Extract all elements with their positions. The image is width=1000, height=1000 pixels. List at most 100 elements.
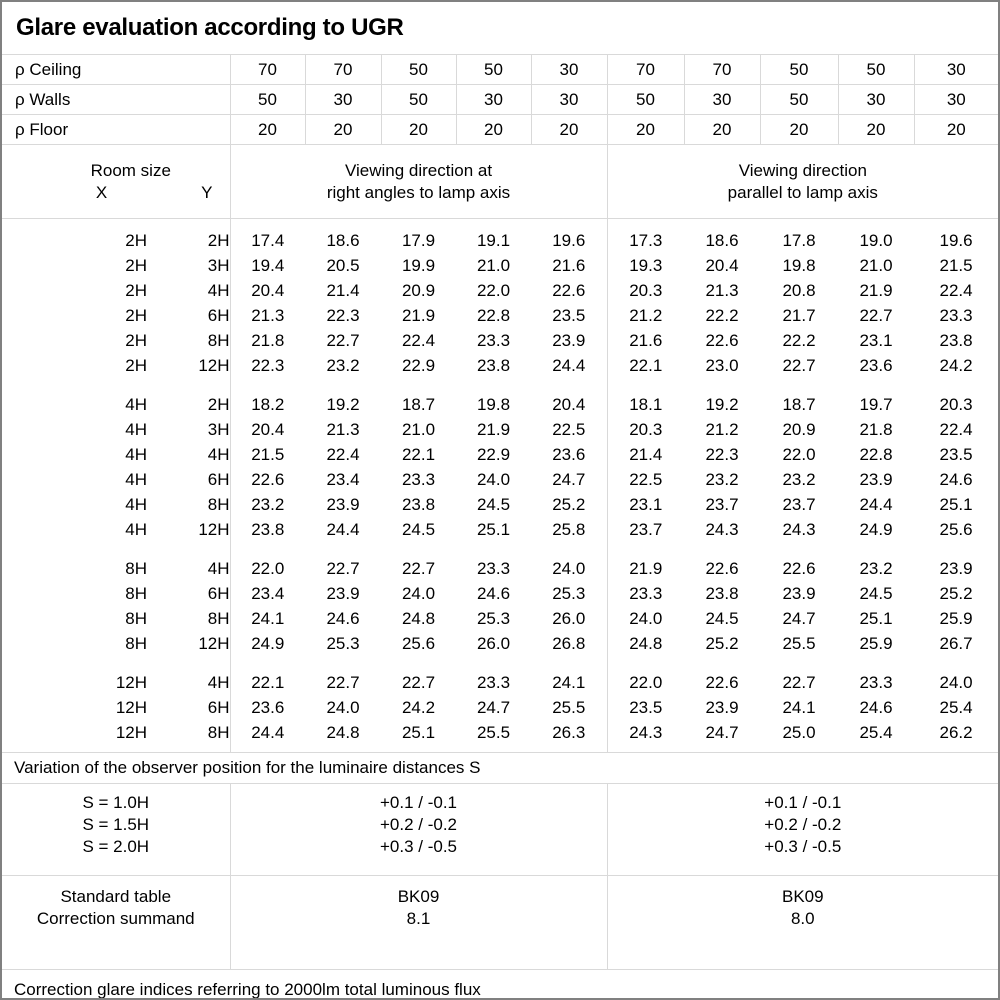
ugr-value-parallel: 22.0 [606,670,684,696]
ugr-value-right-angles: 22.9 [401,356,436,375]
standard-labels-cell: Standard table Correction summand [2,875,230,970]
room-size-y: 8H [147,606,231,632]
ugr-value-parallel: 24.6 [939,470,973,489]
room-size-x: 4H [125,395,147,414]
spacer-cell [531,543,607,557]
room-size-y: 6H [147,581,231,607]
ugr-data-row: 4H 12H 23.8 24.4 24.5 25.1 25.8 23.7 24.3 24.3 24.… [2,517,998,543]
ugr-value-parallel: 21.0 [859,256,893,275]
spacing-correction-value: +0.3 / -0.5 [764,837,842,856]
room-size-x: 4H [125,495,147,514]
column-header-row: Room size X Y Viewing direction at right… [2,144,998,219]
rho-ceiling-value: 50 [837,54,914,85]
room-size-x: 8H [125,584,147,603]
ugr-value-parallel: 21.6 [606,328,684,354]
ugr-value-parallel: 24.3 [606,720,684,746]
ugr-value-right-angles: 24.6 [476,584,511,603]
ugr-value-right-angles: 24.8 [401,609,436,628]
spacer-cell [230,379,305,393]
ugr-value-right-angles: 23.3 [476,559,511,578]
room-size-y: 8H [147,328,231,354]
ugr-value-right-angles: 22.7 [326,331,360,350]
ugr-value-right-angles: 22.7 [326,559,360,578]
ugr-value-parallel: 25.5 [782,634,816,653]
rho-floor-value: 20 [683,114,760,145]
room-size-x: 2H [125,331,147,350]
spacer-cell [230,219,305,229]
correction-summand-value: 8.0 [790,909,815,928]
ugr-value-right-angles: 26.0 [476,634,511,653]
spacer-cell [456,219,531,229]
ugr-value-parallel: 25.6 [939,520,973,539]
ugr-value-right-angles: 24.6 [326,609,360,628]
ugr-value-parallel: 22.7 [782,356,816,375]
ugr-value-parallel: 24.4 [859,495,893,514]
rho-walls-row: ρ Walls 50 30 50 30 30 50 30 50 30 30 [2,84,998,115]
section-spacer-row [2,378,998,393]
ugr-value-parallel: 24.2 [939,356,973,375]
room-size-y: 3H [147,417,231,443]
rho-walls-value: 50 [759,84,838,115]
rho-ceiling-value: 70 [229,54,305,85]
ugr-value-parallel: 22.6 [782,559,816,578]
ugr-value-right-angles: 23.8 [476,356,511,375]
room-size-y: 12H [147,631,231,657]
spacing-labels-cell: S = 1.0H S = 1.5H S = 2.0H [2,783,230,876]
ugr-value-parallel: 18.6 [705,231,739,250]
ugr-data-row: 12H 8H 24.4 24.8 25.1 25.5 26.3 24.3 24.7 25.0 25.… [2,720,998,746]
spacing-parallel-cell: +0.1 / -0.1 +0.2 / -0.2 +0.3 / -0.5 [606,783,998,876]
spacer-cell [684,746,760,753]
rho-ceiling-value: 50 [455,54,531,85]
ugr-value-right-angles: 17.4 [251,231,285,250]
ugr-value-right-angles: 20.4 [251,281,285,300]
ugr-value-parallel: 18.7 [782,395,816,414]
ugr-data-row: 4H 4H 21.5 22.4 22.1 22.9 23.6 21.4 22.3 22.0 22.8… [2,442,998,468]
footer-note: Correction glare indices referring to 20… [14,979,481,999]
ugr-value-parallel: 21.2 [705,420,739,439]
spacer-cell [147,218,231,229]
ugr-value-right-angles: 24.4 [251,723,285,742]
spacer-cell [531,657,607,671]
standard-table-row: Standard table Correction summand BK09 8… [2,875,998,970]
ugr-value-parallel: 25.1 [939,495,973,514]
ugr-value-parallel: 23.9 [859,470,893,489]
section-spacer-row [2,656,998,671]
spacer-cell [914,379,998,393]
spacer-cell [760,219,838,229]
rho-walls-value: 50 [380,84,456,115]
ugr-value-right-angles: 23.4 [251,584,285,603]
ugr-value-parallel: 24.0 [606,606,684,632]
ugr-value-parallel: 21.9 [606,556,684,582]
ugr-value-right-angles: 19.1 [476,231,511,250]
ugr-value-parallel: 24.8 [606,631,684,657]
spacer-cell [914,657,998,671]
ugr-value-parallel: 19.6 [939,231,973,250]
room-size-x: 12H [115,698,147,717]
room-size-header: Room size X Y [2,144,230,219]
room-size-y: 3H [147,253,231,279]
right-angles-header-line1: Viewing direction at [344,160,493,180]
ugr-value-right-angles: 24.0 [552,559,586,578]
ugr-value-parallel: 23.2 [782,470,816,489]
ugr-value-right-angles: 24.2 [401,698,436,717]
parallel-header-line1: Viewing direction [738,160,867,180]
ugr-value-parallel: 20.3 [606,417,684,443]
spacing-label: S = 1.5H [82,815,150,834]
ugr-value-parallel: 19.3 [606,253,684,279]
ugr-value-right-angles: 20.4 [552,395,586,414]
ugr-value-parallel: 24.1 [782,698,816,717]
rho-ceiling-value: 70 [683,54,760,85]
ugr-value-parallel: 22.3 [705,445,739,464]
spacer-cell [2,543,147,557]
ugr-value-parallel: 23.1 [859,331,893,350]
ugr-value-parallel: 21.9 [859,281,893,300]
ugr-value-right-angles: 24.0 [401,584,436,603]
ugr-value-right-angles: 23.8 [251,520,285,539]
ugr-value-parallel: 21.5 [939,256,973,275]
ugr-value-right-angles: 24.4 [326,520,360,539]
ugr-value-parallel: 23.5 [939,445,973,464]
room-size-y: 2H [147,228,231,254]
ugr-value-right-angles: 17.9 [401,231,436,250]
rho-ceiling-value: 50 [380,54,456,85]
ugr-value-parallel: 19.7 [859,395,893,414]
